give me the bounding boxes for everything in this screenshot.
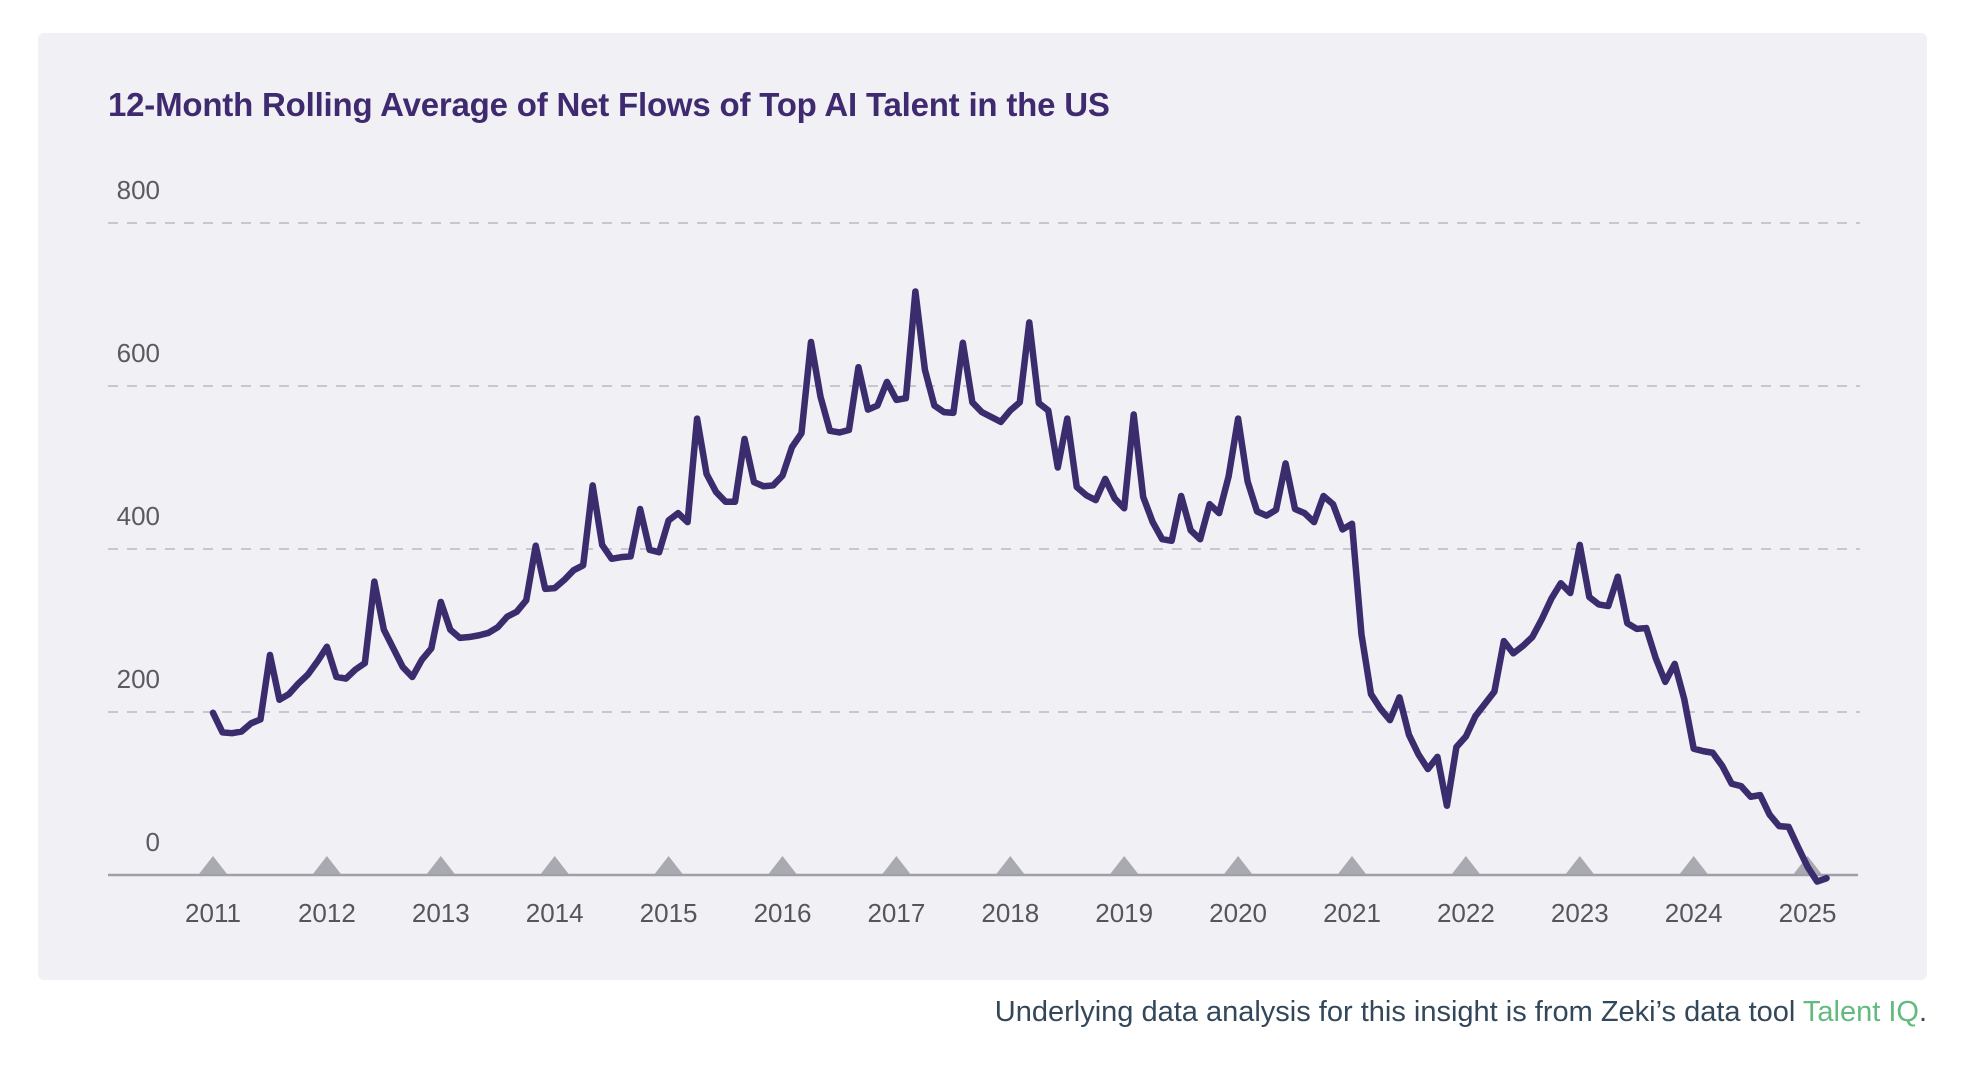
y-tick-label-600: 600 (116, 338, 160, 368)
x-tick-label-2024: 2024 (1664, 898, 1723, 928)
y-tick-label-400: 400 (116, 501, 160, 531)
footer-note: Underlying data analysis for this insigh… (995, 996, 1927, 1029)
x-tick-label-2022: 2022 (1436, 898, 1495, 928)
footer-text: Underlying data analysis for this insigh… (994, 996, 1803, 1028)
x-tick-label-2011: 2011 (185, 898, 241, 928)
y-tick-label-800: 800 (116, 175, 160, 205)
y-tick-label-200: 200 (116, 664, 160, 694)
x-tick-label-2020: 2020 (1209, 898, 1268, 928)
x-tick-label-2023: 2023 (1550, 898, 1609, 928)
y-tick-label-0: 0 (145, 827, 160, 857)
x-tick-label-2017: 2017 (867, 898, 926, 928)
talent-iq-link[interactable]: Talent IQ (1802, 996, 1919, 1028)
x-tick-label-2013: 2013 (411, 898, 470, 928)
chart-card: 12-Month Rolling Average of Net Flows of… (38, 33, 1927, 980)
x-tick-label-2016: 2016 (753, 898, 812, 928)
chart-title: 12-Month Rolling Average of Net Flows of… (108, 86, 1110, 123)
x-tick-label-2019: 2019 (1095, 898, 1154, 928)
x-tick-label-2014: 2014 (525, 898, 584, 928)
x-tick-label-2021: 2021 (1323, 898, 1381, 928)
x-tick-label-2018: 2018 (981, 898, 1040, 928)
x-tick-label-2015: 2015 (639, 898, 698, 928)
x-tick-label-2025: 2025 (1778, 898, 1837, 928)
footer-period: . (1918, 996, 1927, 1028)
x-tick-label-2012: 2012 (297, 898, 356, 928)
